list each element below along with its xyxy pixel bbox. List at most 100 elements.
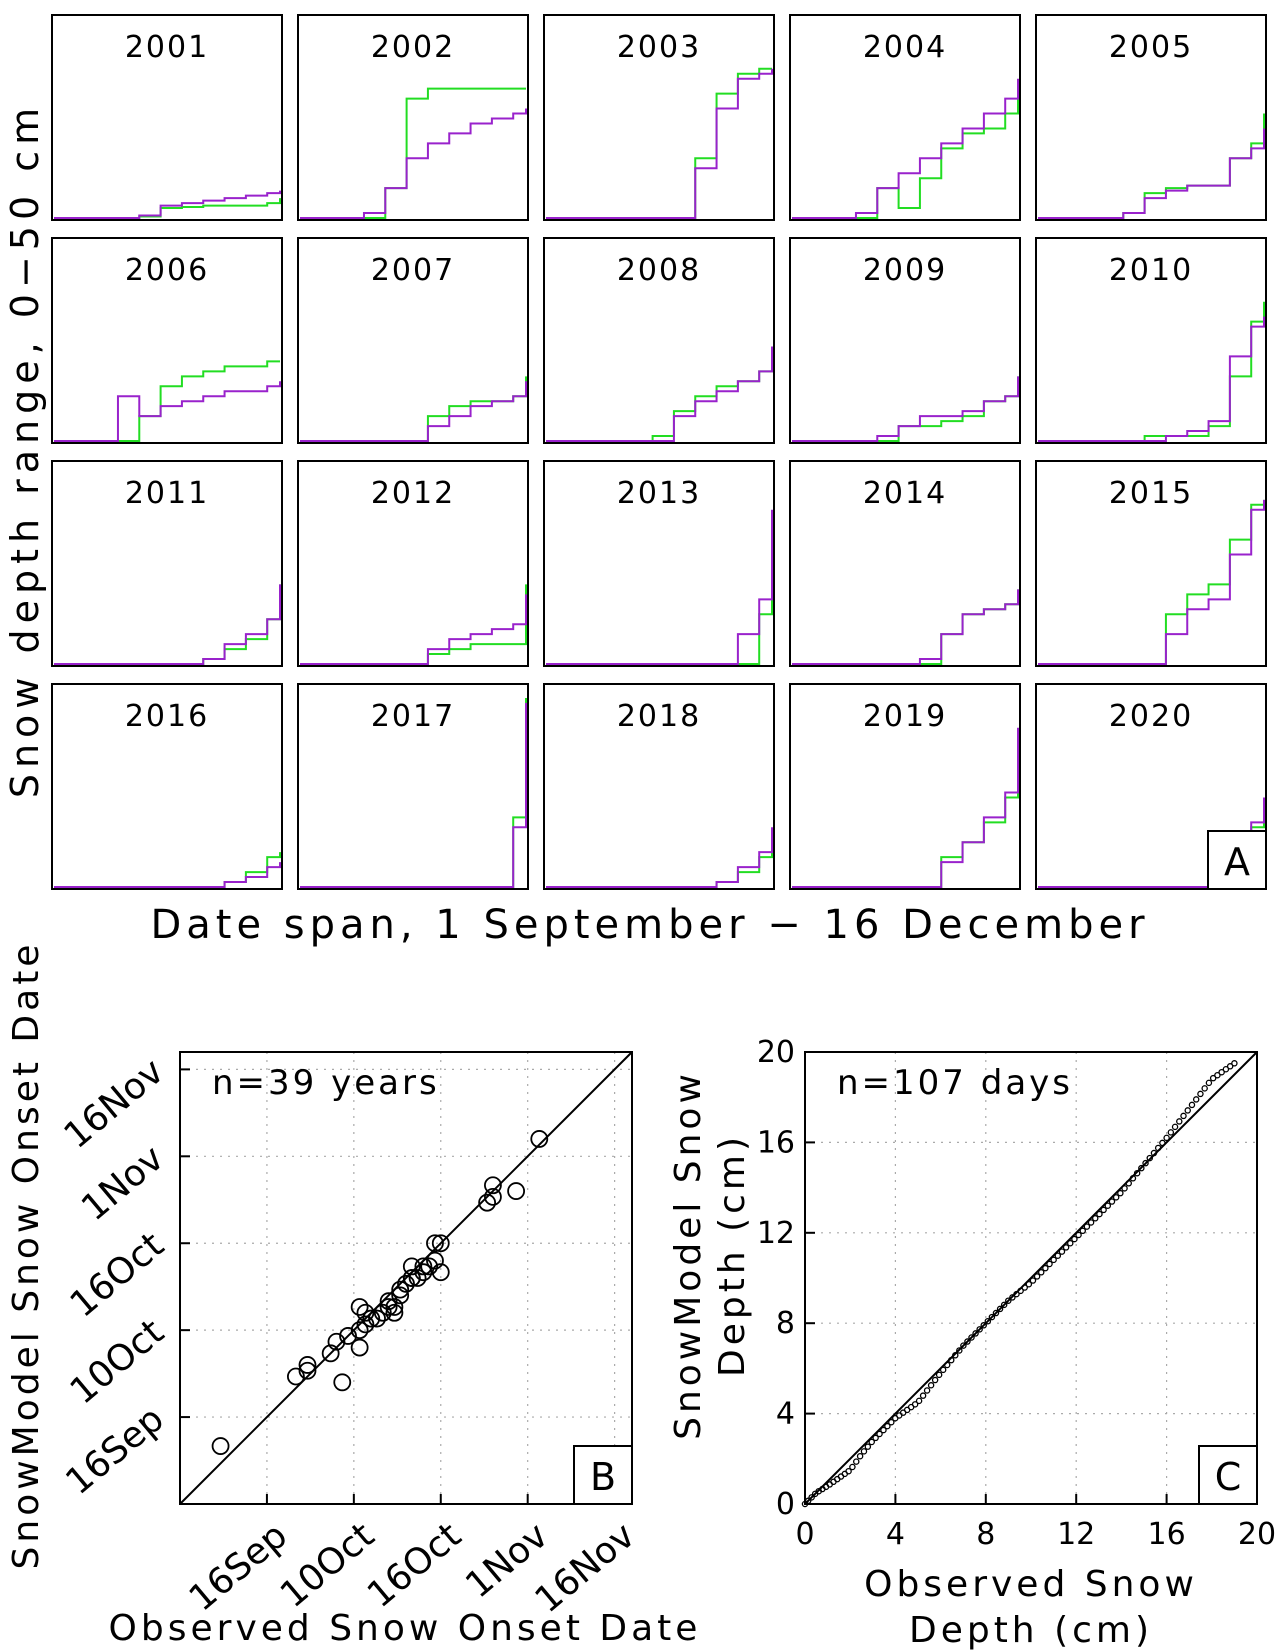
panel-a-label-box — [1207, 830, 1267, 890]
depth-point — [872, 1434, 879, 1442]
depth-point — [1209, 1074, 1217, 1082]
model-line — [1038, 128, 1265, 219]
year-panel-frame — [1035, 237, 1267, 444]
model-line — [546, 346, 773, 442]
onset-point — [379, 1292, 398, 1311]
depth-point — [1226, 1063, 1234, 1070]
year-label: 2019 — [863, 699, 947, 734]
year-panel-frame — [297, 683, 529, 890]
y-tick-label: 16 — [757, 1125, 795, 1160]
year-label: 2017 — [371, 699, 455, 734]
y-tick-label: 16Sep — [58, 1399, 171, 1503]
onset-point — [397, 1274, 415, 1293]
model-line — [54, 584, 281, 665]
onset-point — [426, 1251, 444, 1270]
y-tick-label: 4 — [776, 1397, 795, 1432]
depth-point — [1046, 1260, 1053, 1268]
year-panel-frame — [51, 683, 283, 890]
x-tick-label: 16Nov — [528, 1515, 643, 1621]
depth-point — [915, 1397, 923, 1405]
depth-point — [919, 1392, 927, 1399]
y-tick-label: 16Oct — [63, 1225, 172, 1326]
onset-point — [350, 1338, 369, 1357]
year-panel-frame — [297, 460, 529, 667]
x-tick-label: 20 — [1238, 1517, 1275, 1552]
onset-point — [484, 1187, 502, 1206]
depth-point — [911, 1401, 919, 1408]
depth-point — [860, 1448, 868, 1455]
panel-a-y-axis-label: Snow depth range, 0−50 cm — [3, 102, 47, 798]
depth-point — [1154, 1144, 1162, 1152]
onset-point — [350, 1321, 369, 1340]
y-tick-label: 10Oct — [63, 1312, 172, 1413]
depth-point — [964, 1338, 971, 1345]
depth-point — [1087, 1219, 1095, 1226]
x-tick-label: 0 — [795, 1517, 814, 1552]
model-line — [792, 376, 1019, 442]
onset-point — [431, 1263, 450, 1282]
depth-point — [1042, 1264, 1049, 1272]
year-label: 2010 — [1109, 253, 1193, 288]
x-tick-label: 10Oct — [273, 1515, 382, 1616]
panel-a-x-axis-label: Date span, 1 September − 16 December — [150, 902, 1149, 948]
year-panel-frame — [789, 683, 1021, 890]
depth-point — [1029, 1277, 1037, 1284]
depth-point — [1138, 1164, 1145, 1172]
x-tick-label: 16Oct — [360, 1515, 469, 1616]
depth-point — [856, 1452, 864, 1460]
depth-point — [1092, 1215, 1099, 1222]
y-tick-label: 20 — [757, 1035, 795, 1070]
y-tick-label: 12 — [757, 1216, 795, 1251]
depth-point — [1184, 1107, 1191, 1114]
depth-point — [943, 1361, 951, 1369]
depth-point — [1058, 1248, 1066, 1255]
year-label: 2006 — [125, 253, 209, 288]
x-tick-label: 12 — [1057, 1517, 1095, 1552]
depth-point — [972, 1330, 979, 1337]
x-tick-label: 8 — [976, 1517, 995, 1552]
x-tick-label: 16Sep — [182, 1515, 295, 1619]
panel-b-label-box — [573, 1445, 633, 1505]
panel-c-frame — [804, 1051, 1258, 1505]
depth-point — [1067, 1240, 1074, 1247]
panel-c-depth-scatter: 00 4 4 8 8 12 12 16 16 20 20 n=107 days C Observed Sn… — [668, 1035, 1275, 1650]
year-label: 2008 — [617, 253, 701, 288]
panel-c-label: C — [1215, 1455, 1242, 1499]
onset-point — [420, 1257, 439, 1276]
year-panel-frame — [1035, 460, 1267, 667]
depth-point — [880, 1426, 887, 1434]
depth-point — [1071, 1235, 1078, 1243]
depth-point — [939, 1366, 947, 1374]
panel-b-y-axis-label: SnowModel Snow Onset Date — [6, 941, 47, 1570]
onset-point — [385, 1303, 404, 1322]
onset-point — [391, 1286, 410, 1305]
model-line — [546, 68, 773, 219]
depth-point — [923, 1387, 931, 1394]
depth-point — [1201, 1085, 1208, 1092]
model-line — [300, 594, 527, 665]
year-label: 2018 — [617, 699, 701, 734]
depth-point — [1159, 1139, 1166, 1147]
year-label: 2012 — [371, 476, 455, 511]
depth-point — [1188, 1101, 1196, 1109]
depth-point — [931, 1376, 939, 1384]
observed-line — [792, 88, 1019, 219]
depth-point — [1009, 1294, 1016, 1301]
year-label: 2011 — [125, 476, 209, 511]
depth-point — [927, 1382, 935, 1389]
onset-point — [478, 1193, 497, 1212]
year-panel-frame — [51, 14, 283, 221]
year-panel-frame — [51, 237, 283, 444]
year-panel-frame — [543, 237, 775, 444]
panel-c-x-axis-label: Observed Snow Depth (cm) — [864, 1564, 1198, 1650]
depth-point — [876, 1430, 883, 1438]
depth-point — [996, 1305, 1004, 1313]
panel-c-y-axis-label: SnowModel SnowDepth (cm) — [668, 1070, 753, 1440]
depth-point — [1133, 1169, 1141, 1177]
model-line — [792, 589, 1019, 665]
panel-c-label-box — [1198, 1445, 1258, 1505]
depth-point — [888, 1418, 895, 1426]
year-label: 2013 — [617, 476, 701, 511]
depth-point — [845, 1467, 852, 1475]
depth-point — [956, 1347, 963, 1354]
